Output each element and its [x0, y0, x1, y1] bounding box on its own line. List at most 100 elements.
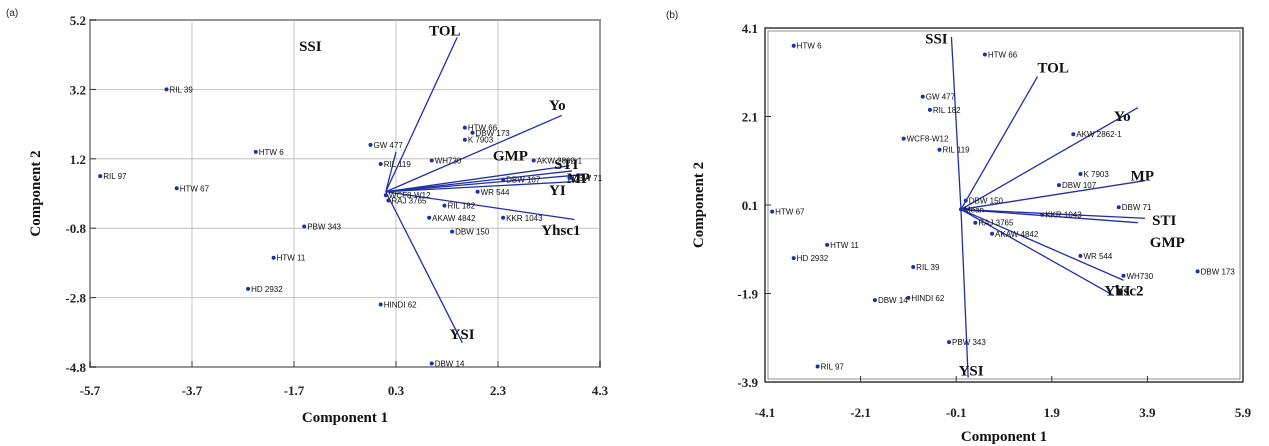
x-tick-label: 2.3 [490, 383, 507, 398]
data-point [462, 125, 467, 130]
vector-label: STI [554, 157, 578, 173]
y-tick-label: -2.8 [65, 291, 86, 306]
y-tick-label: -4.8 [65, 360, 86, 375]
point-label: PBW 343 [952, 338, 986, 347]
point-label: DBW 14 [878, 296, 908, 305]
point-label: AKW 2862-1 [537, 157, 583, 166]
vector-label: GMP [1150, 235, 1185, 251]
point-label: GW 477 [374, 141, 404, 150]
point-label: DBW 107 [506, 176, 541, 185]
x-axis-title: Component 1 [961, 429, 1047, 445]
point-label: HTW 67 [180, 184, 210, 193]
data-point [531, 158, 536, 163]
data-point [164, 87, 169, 92]
point-label: WR 544 [481, 188, 510, 197]
vector-label: SSI [925, 31, 948, 47]
point-label: RIL 119 [942, 146, 970, 155]
vector-label: GMP [493, 149, 528, 165]
point-label: WCF8-W12 [907, 135, 949, 144]
point-label: RIL 39 [916, 263, 940, 272]
data-point [958, 207, 963, 212]
data-point [246, 286, 251, 291]
point-label: HINDI 62 [911, 294, 944, 303]
data-point [386, 198, 391, 203]
data-point [378, 162, 383, 167]
point-label: DBW 71 [572, 174, 602, 183]
vector-label: TOL [1037, 60, 1068, 76]
point-label: HTW 66 [468, 124, 498, 133]
vector-label: STI [1152, 213, 1176, 229]
vector-line [950, 36, 962, 210]
point-label: DBW 107 [1062, 181, 1097, 190]
data-point [1116, 205, 1121, 210]
data-point [1078, 253, 1083, 258]
x-tick-label: -2.1 [850, 405, 871, 420]
x-tick-label: -5.7 [80, 383, 101, 398]
data-point [427, 215, 432, 220]
point-label: DBW 14 [435, 360, 465, 369]
data-point [901, 136, 906, 141]
point-label: AKAW 4842 [995, 230, 1039, 239]
data-point [378, 302, 383, 307]
data-point [429, 158, 434, 163]
point-label: DBW 150 [455, 228, 490, 237]
y-tick-label: 2.1 [742, 110, 758, 125]
point-label: AKAW 4842 [432, 214, 476, 223]
data-point [815, 364, 820, 369]
data-point [982, 52, 987, 57]
vector-label: MP [567, 171, 590, 187]
y-tick-label: 1.2 [70, 152, 86, 167]
y-tick-label: 3.2 [70, 82, 86, 97]
point-label: WH730 [435, 157, 462, 166]
y-tick-label: -0.8 [65, 221, 86, 236]
data-point [770, 209, 775, 214]
data-point [937, 147, 942, 152]
vector-line [385, 180, 580, 193]
data-point [947, 340, 952, 345]
plot-inner-frame [767, 30, 1241, 380]
panel-label-a: (a) [6, 8, 19, 19]
vector-label: Yo [1114, 109, 1131, 125]
point-label: RIL 182 [447, 202, 475, 211]
vector-line [960, 208, 1146, 219]
data-point [271, 255, 276, 260]
vector-label: YI [549, 183, 566, 199]
point-label: RIL 39 [170, 85, 194, 94]
x-tick-label: 5.9 [1235, 405, 1252, 420]
data-point [990, 231, 995, 236]
vector-line [385, 191, 575, 221]
data-point [791, 43, 796, 48]
x-tick-label: -1.7 [284, 383, 305, 398]
vector-label: Yhsc2 [1104, 284, 1143, 300]
data-point [442, 203, 447, 208]
y-tick-label: -1.9 [737, 287, 758, 302]
y-axis-title: Component 2 [691, 162, 707, 248]
point-label: Mean [964, 205, 984, 214]
data-point [825, 242, 830, 247]
vector-line [385, 173, 585, 193]
data-point [475, 189, 480, 194]
vector-label: YI [1114, 284, 1131, 300]
data-point [98, 174, 103, 179]
panel-label-b: (b) [666, 10, 679, 21]
data-point [963, 198, 968, 203]
point-label: K 7903 [1083, 170, 1109, 179]
point-label: HTW 6 [797, 42, 822, 51]
x-tick-label: 3.9 [1139, 405, 1156, 420]
vector-line [385, 191, 463, 344]
vector-line [960, 208, 1124, 281]
vector-line [960, 208, 1115, 297]
vector-label: MP [1131, 169, 1154, 185]
x-axis-title: Component 1 [302, 410, 388, 426]
vector-line [960, 107, 1139, 210]
data-point [368, 142, 373, 147]
data-point [383, 193, 388, 198]
data-point [470, 130, 475, 135]
y-axis-title: Component 2 [28, 150, 44, 236]
data-point [906, 295, 911, 300]
vector-line [385, 165, 570, 193]
point-label: WCF8-W12 [389, 191, 431, 200]
y-tick-label: -3.9 [737, 375, 758, 390]
data-point [174, 186, 179, 191]
